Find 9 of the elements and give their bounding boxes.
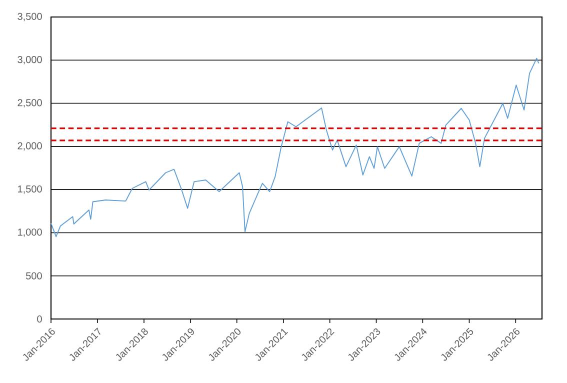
y-tick-label: 2,000	[18, 142, 42, 151]
y-tick-label: 0	[37, 315, 42, 323]
y-tick-label: 3,000	[18, 56, 42, 64]
line-series	[50, 58, 540, 238]
y-tick-label: 500	[26, 272, 42, 280]
y-tick-label: 2,500	[18, 99, 42, 108]
y-tick-label: 3,500	[18, 12, 42, 22]
y-tick-label: 1,000	[18, 228, 42, 237]
y-tick-label: 1,500	[18, 185, 42, 194]
